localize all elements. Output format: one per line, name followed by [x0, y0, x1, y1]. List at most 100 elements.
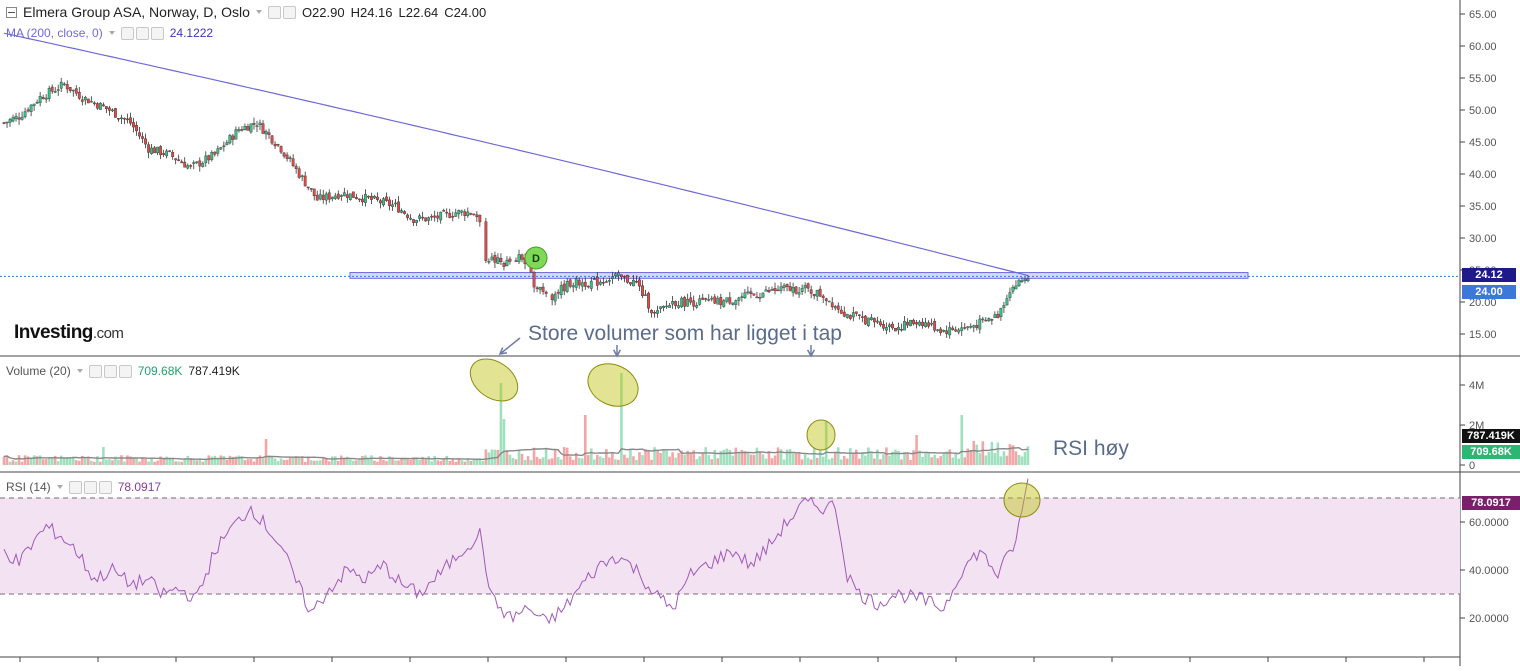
volume-legend-label[interactable]: Volume (20) — [6, 364, 71, 378]
volume-bar — [261, 458, 265, 465]
volume-bar — [665, 450, 668, 465]
volume-bar — [484, 449, 488, 465]
close-icon[interactable] — [150, 26, 164, 40]
eye-icon[interactable] — [120, 26, 134, 40]
settings-icon[interactable] — [103, 364, 117, 378]
volume-bar — [526, 456, 530, 465]
candle-body — [505, 259, 509, 266]
candle-body — [8, 119, 12, 123]
volume-bar — [59, 455, 63, 465]
candle-body — [400, 210, 403, 213]
candle-body — [830, 302, 834, 308]
settings-icon[interactable] — [135, 26, 149, 40]
candle-body — [773, 287, 777, 291]
settings-icon[interactable] — [282, 5, 296, 19]
volume-bar — [707, 455, 711, 465]
volume-bar — [710, 459, 714, 465]
annotation-arrows-group — [498, 337, 816, 358]
candle-body — [466, 211, 470, 216]
candle-body — [942, 330, 946, 332]
volume-bar — [433, 455, 436, 465]
candle-body — [303, 175, 307, 187]
rsi-line — [3, 478, 1029, 625]
volume-bar — [210, 456, 214, 465]
candle-body — [716, 298, 720, 305]
collapse-icon[interactable] — [6, 6, 17, 18]
volume-bar — [547, 459, 551, 465]
candle-body — [74, 88, 78, 94]
candle-body — [89, 100, 93, 103]
volume-bar — [984, 455, 988, 465]
candle-body — [680, 297, 684, 308]
candle-body — [300, 175, 304, 177]
volume-bar — [400, 458, 403, 465]
rsi-band — [0, 498, 1460, 594]
candle-body — [86, 98, 90, 104]
volume-bar — [508, 454, 512, 465]
volume-bar — [451, 458, 455, 465]
legend-controls[interactable] — [68, 480, 112, 494]
volume-bar — [219, 455, 223, 465]
ma-legend-label[interactable]: MA (200, close, 0) — [6, 26, 103, 40]
annotation-arrowhead — [806, 349, 816, 358]
candle-body — [909, 319, 912, 327]
close-icon[interactable] — [98, 480, 112, 494]
volume-bar — [638, 452, 641, 465]
volume-bar — [502, 419, 506, 465]
volume-bar — [237, 455, 241, 465]
candle-body — [189, 165, 193, 167]
volume-bar — [915, 435, 918, 465]
chevron-down-icon[interactable] — [76, 369, 83, 373]
candle-body — [472, 213, 476, 216]
volume-bar — [599, 456, 602, 465]
candle-body — [237, 129, 241, 132]
legend-controls[interactable] — [267, 5, 296, 19]
volume-bar — [460, 460, 464, 465]
eye-icon[interactable] — [88, 364, 102, 378]
candle-body — [26, 109, 30, 112]
rsi-tag: 78.0917 — [1462, 496, 1520, 510]
candle-body — [433, 215, 437, 218]
chevron-down-icon[interactable] — [255, 10, 262, 14]
candle-body — [288, 157, 292, 159]
legend-controls[interactable] — [120, 26, 164, 40]
candle-body — [710, 297, 714, 300]
candle-body — [803, 285, 807, 289]
volume-bar — [177, 461, 180, 465]
eye-icon[interactable] — [267, 5, 281, 19]
volume-bar — [514, 459, 518, 465]
rsi-legend-label[interactable]: RSI (14) — [6, 480, 51, 494]
annotation-arrowhead — [612, 349, 622, 358]
volume-bar — [1023, 451, 1027, 465]
volume-bar — [14, 461, 18, 465]
volume-bar — [29, 458, 33, 465]
volume-bar — [457, 458, 461, 465]
candle-body — [779, 286, 783, 291]
volume-bar — [186, 455, 190, 465]
candle-body — [44, 97, 48, 100]
volume-bar — [849, 448, 852, 465]
volume-bar — [346, 456, 349, 465]
settings-icon[interactable] — [83, 480, 97, 494]
eye-icon[interactable] — [68, 480, 82, 494]
volume-bar — [770, 458, 774, 465]
candle-body — [270, 135, 274, 144]
legend-controls[interactable] — [88, 364, 132, 378]
volume-bar — [81, 455, 84, 465]
volume-bar — [936, 458, 939, 465]
chevron-down-icon[interactable] — [108, 31, 115, 35]
volume-bar — [415, 457, 418, 465]
rsi-axis-label: 60.0000 — [1469, 517, 1509, 529]
volume-bar — [722, 449, 726, 465]
candle-body — [966, 326, 970, 329]
rsi-axis-label: 20.0000 — [1469, 613, 1509, 625]
chevron-down-icon[interactable] — [56, 485, 63, 489]
volume-bar — [1026, 446, 1030, 465]
candle-body — [92, 102, 96, 105]
volume-bar — [948, 449, 951, 465]
candle-body — [713, 296, 717, 304]
close-icon[interactable] — [118, 364, 132, 378]
dividend-marker-label: D — [532, 253, 540, 265]
symbol-title[interactable]: Elmera Group ASA, Norway, D, Oslo — [23, 4, 250, 20]
candle-body — [123, 117, 126, 120]
